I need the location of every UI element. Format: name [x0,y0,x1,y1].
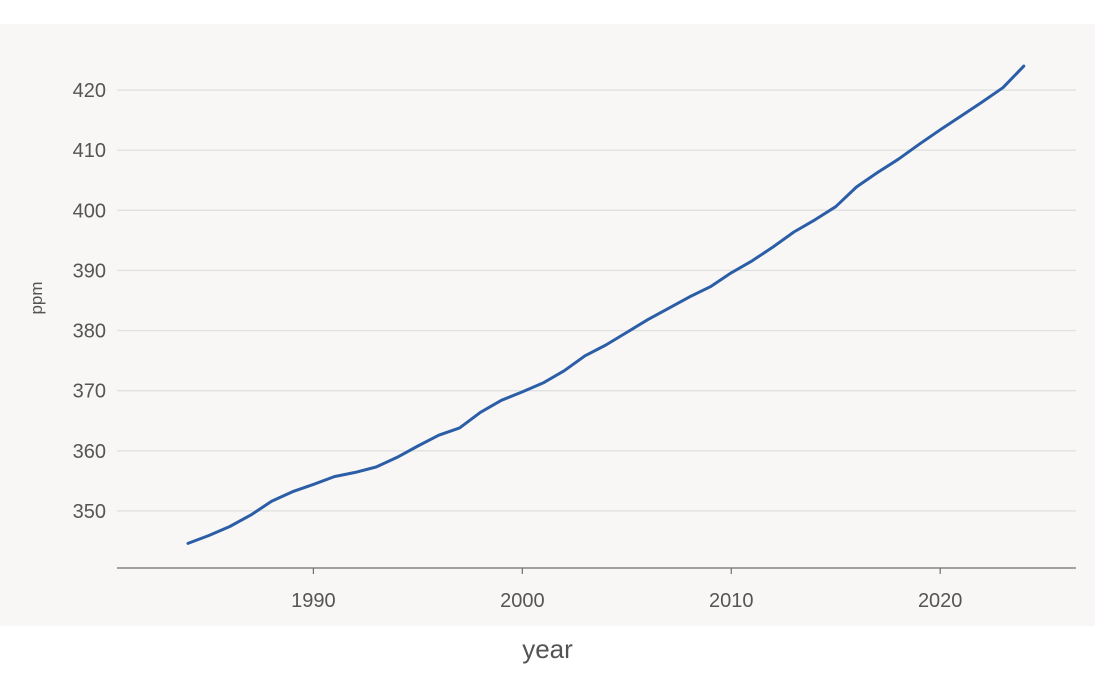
x-axis-ticks: 1990 2000 2010 2020 [291,568,962,612]
gridlines [117,89,1076,512]
series-line-0 [186,64,1026,545]
y-axis-ticks: 350 360 370 380 390 400 410 420 [73,80,106,523]
x-axis-label: year [522,634,573,664]
y-tick-label: 360 [73,441,106,463]
y-axis-label: ppm [27,281,46,314]
series-group [186,64,1026,545]
x-tick-label: 2020 [918,590,963,612]
x-tick-label: 1990 [291,590,336,612]
y-tick-label: 420 [73,80,106,102]
y-tick-label: 350 [73,501,106,523]
chart-background [0,24,1095,626]
y-tick-label: 370 [73,381,106,403]
x-tick-label: 2000 [500,590,545,612]
y-tick-label: 400 [73,200,106,222]
x-tick-label: 2010 [709,590,754,612]
y-tick-label: 380 [73,321,106,343]
y-tick-label: 410 [73,140,106,162]
y-tick-label: 390 [73,260,106,282]
